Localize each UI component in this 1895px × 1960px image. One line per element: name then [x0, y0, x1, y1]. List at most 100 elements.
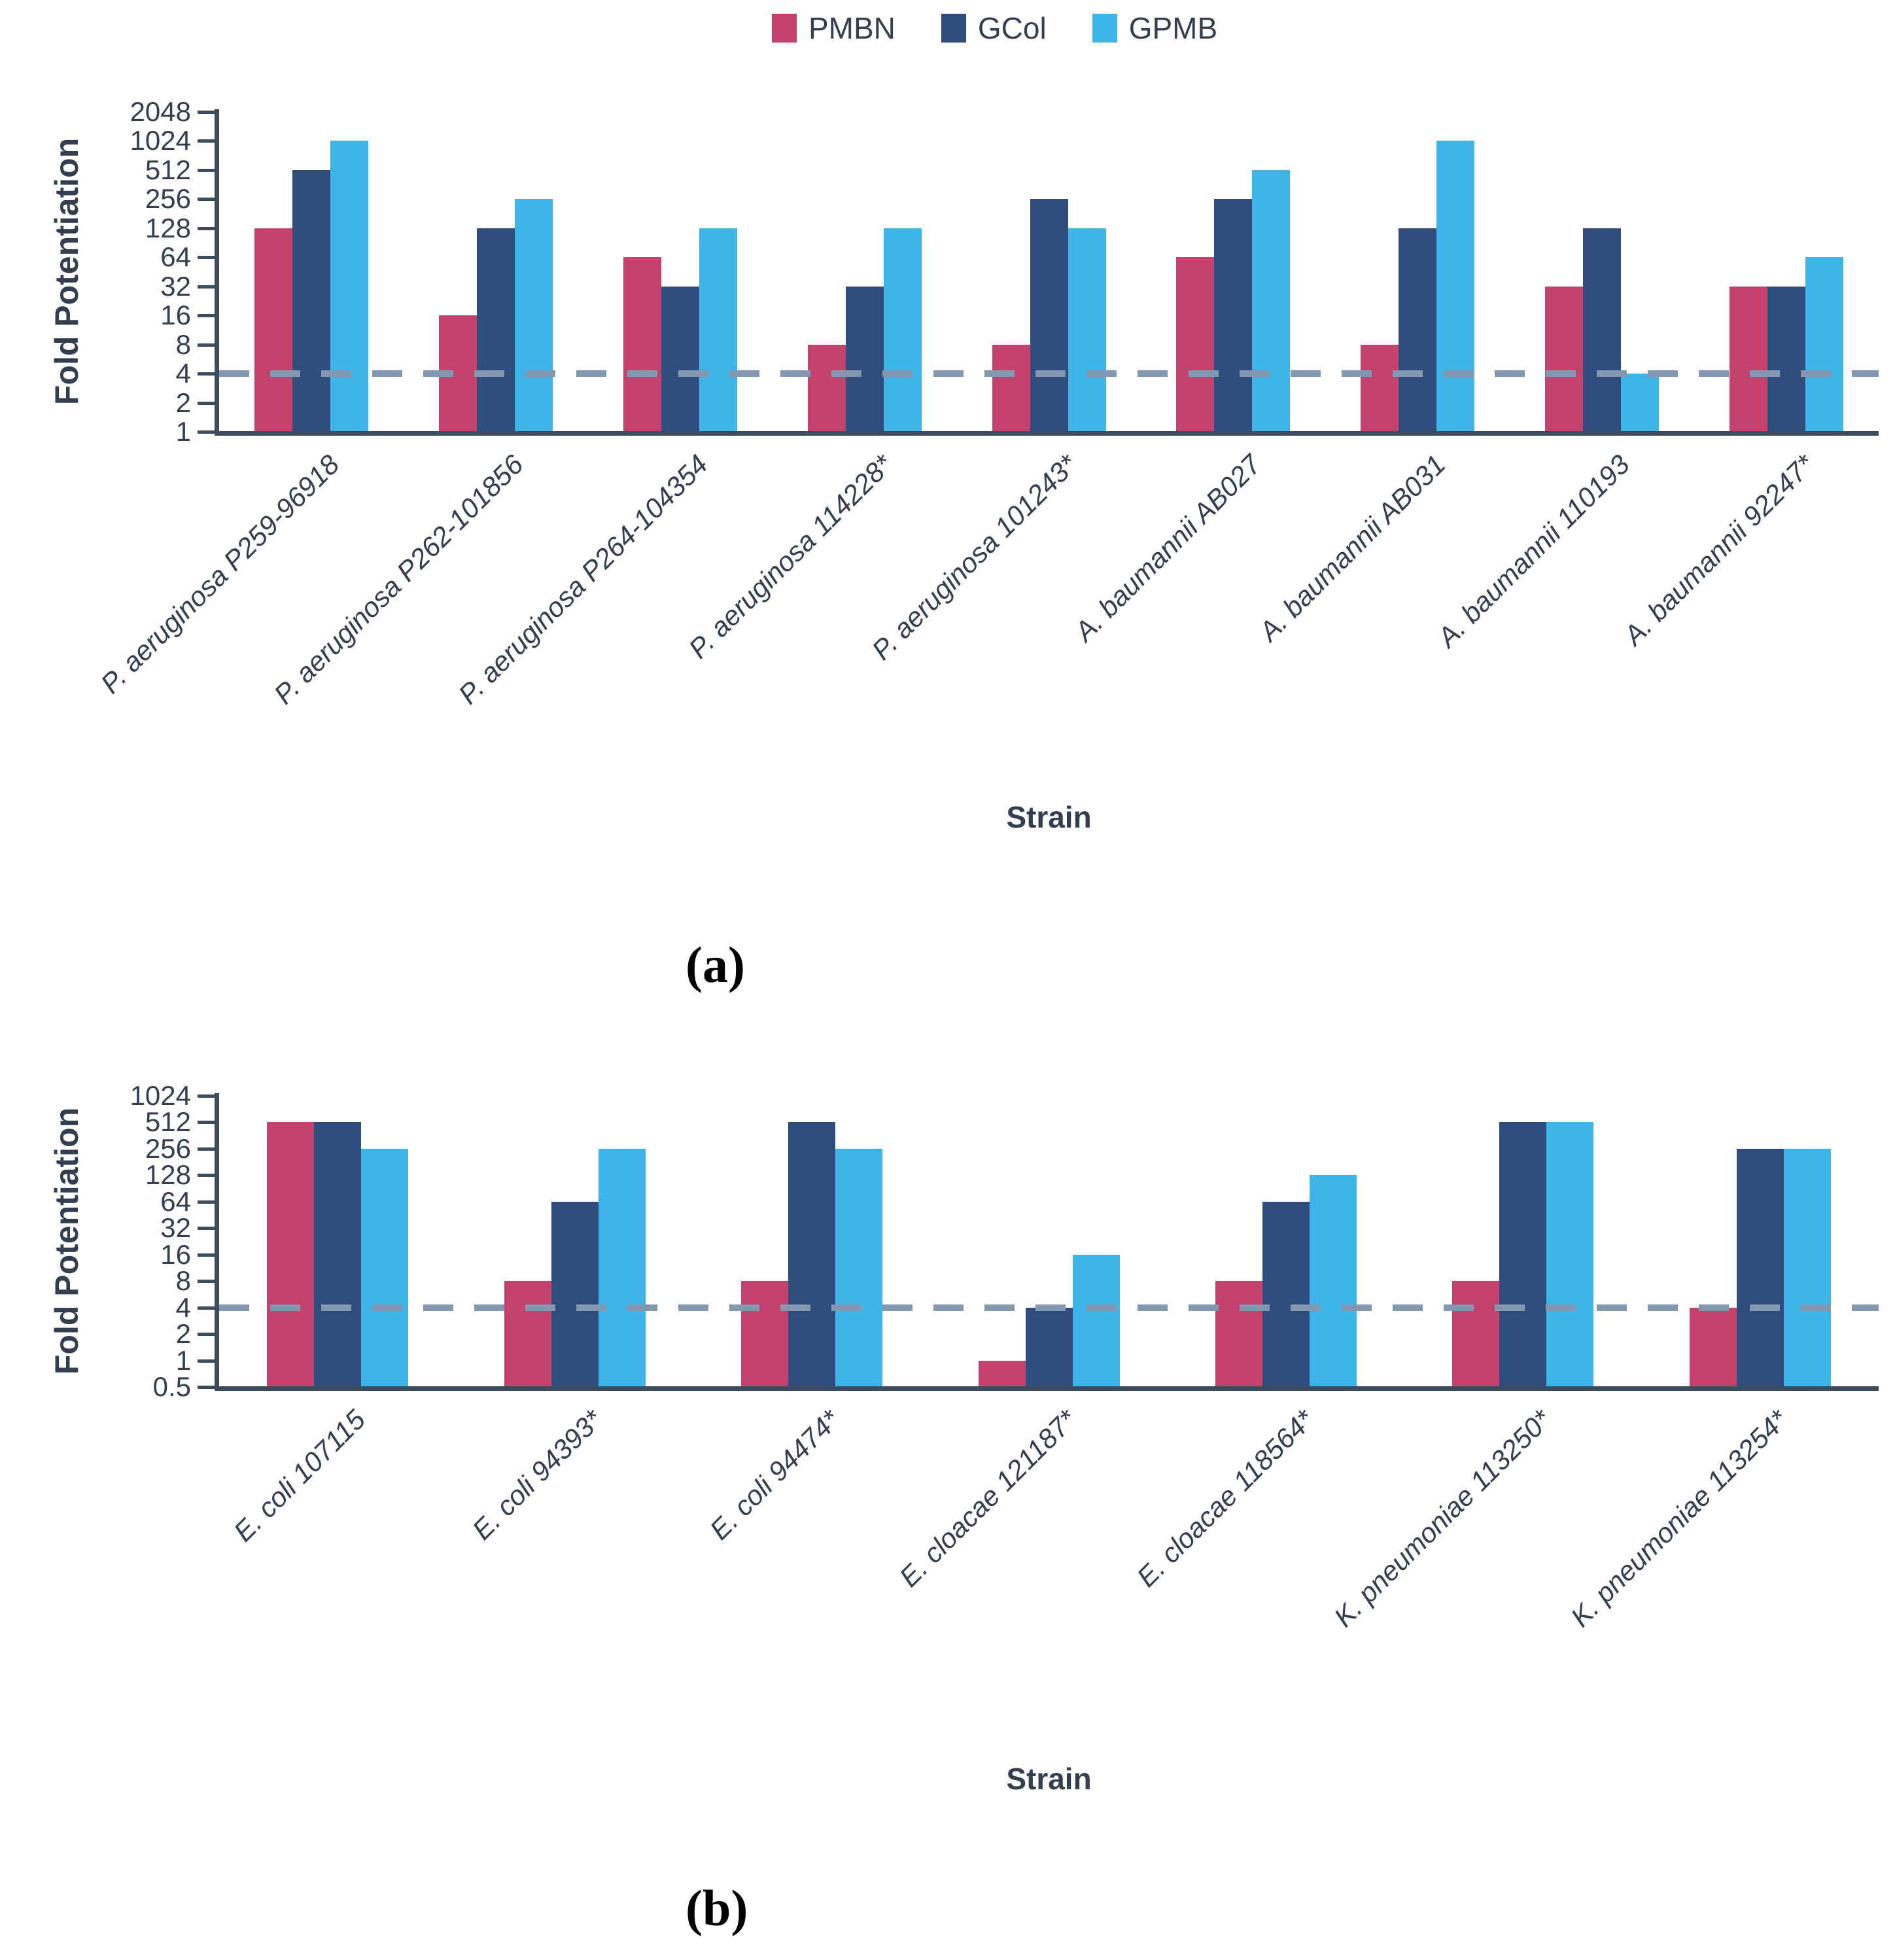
- y-tick-label: 128: [145, 1159, 191, 1190]
- bar-gcol-6: [1499, 1122, 1547, 1387]
- x-axis-title: Strain: [1006, 800, 1092, 834]
- y-tick-label: 4: [175, 1291, 191, 1323]
- bar-pmbn-1: [267, 1122, 315, 1387]
- bar-gpmb-1: [361, 1148, 409, 1387]
- y-tick-label: 2: [175, 387, 191, 418]
- y-tick-label: 64: [160, 241, 191, 272]
- y-tick-label: 256: [145, 1132, 191, 1164]
- y-tick: [198, 1280, 215, 1283]
- x-category-label: K. pneumoniae 113254*: [1565, 1404, 1794, 1633]
- y-tick: [198, 168, 215, 172]
- bar-gpmb-8: [1621, 374, 1660, 432]
- bar-gcol-6: [1214, 199, 1253, 432]
- y-axis-line: [215, 1093, 219, 1390]
- y-tick: [198, 430, 215, 434]
- bar-gpmb-5: [1068, 228, 1106, 432]
- y-tick: [198, 226, 215, 230]
- y-tick: [198, 1147, 215, 1151]
- y-axis-title: Fold Potentiation: [48, 138, 85, 406]
- y-tick: [198, 139, 215, 143]
- reference-line-4x: [219, 370, 1879, 377]
- y-tick-label: 1024: [130, 125, 191, 156]
- y-axis-title: Fold Potentiation: [48, 1108, 85, 1375]
- bar-gcol-7: [1399, 228, 1437, 432]
- bar-gcol-5: [1262, 1201, 1310, 1387]
- bar-gcol-3: [661, 286, 699, 432]
- legend-item: GCol: [941, 10, 1047, 46]
- y-tick-label: 8: [175, 328, 191, 360]
- x-category-label: E. coli 94474*: [703, 1404, 846, 1546]
- bar-gcol-4: [1025, 1307, 1073, 1387]
- y-tick-label: 512: [145, 154, 191, 185]
- y-tick-label: 32: [160, 1212, 191, 1243]
- caption-b: (b): [686, 1880, 748, 1936]
- x-category-label: A. baumannii 110193: [1431, 449, 1636, 653]
- legend-swatch-gcol: [941, 14, 966, 43]
- y-tick-label: 256: [145, 183, 191, 214]
- y-tick-label: 8: [175, 1265, 191, 1296]
- bar-gpmb-3: [699, 228, 737, 432]
- bar-gcol-2: [476, 228, 515, 432]
- legend: PMBN GCol GPMB: [772, 10, 1217, 46]
- caption-a: (a): [686, 936, 745, 993]
- bar-gcol-1: [314, 1122, 362, 1387]
- bar-gcol-1: [292, 169, 330, 432]
- y-tick: [198, 1386, 215, 1389]
- y-tick: [198, 372, 215, 376]
- bar-gcol-2: [551, 1201, 599, 1387]
- bar-gpmb-7: [1436, 141, 1475, 432]
- x-category-label: P. aeruginosa 114228*: [682, 449, 898, 665]
- bar-gcol-9: [1767, 286, 1806, 432]
- bar-gpmb-2: [514, 199, 553, 432]
- y-tick-label: 0.5: [152, 1371, 191, 1402]
- y-tick: [198, 110, 215, 114]
- y-tick: [198, 1359, 215, 1363]
- bar-gpmb-7: [1783, 1148, 1831, 1387]
- bar-pmbn-1: [254, 228, 292, 432]
- x-category-label: K. pneumoniae 113250*: [1327, 1404, 1557, 1633]
- x-axis-title: Strain: [1006, 1762, 1092, 1796]
- x-category-label: E. coli 107115: [228, 1404, 372, 1548]
- bar-pmbn-5: [992, 344, 1030, 432]
- bar-pmbn-3: [623, 257, 661, 432]
- y-tick-label: 1024: [130, 1079, 191, 1111]
- y-tick-label: 512: [145, 1106, 191, 1137]
- legend-item: PMBN: [772, 10, 895, 46]
- legend-label: PMBN: [808, 11, 895, 45]
- y-tick: [198, 1200, 215, 1204]
- bar-gpmb-5: [1309, 1175, 1357, 1387]
- bar-gpmb-2: [598, 1148, 646, 1387]
- y-tick: [198, 1174, 215, 1177]
- bar-pmbn-7: [1689, 1307, 1737, 1387]
- x-category-label: E. cloacae 121187*: [894, 1404, 1083, 1593]
- bar-pmbn-8: [1545, 286, 1584, 432]
- y-tick: [198, 285, 215, 289]
- x-category-label: A. baumannii AB031: [1253, 449, 1452, 647]
- y-tick-label: 32: [160, 270, 191, 302]
- legend-swatch-gpmb: [1092, 14, 1117, 43]
- bar-pmbn-9: [1730, 286, 1768, 432]
- x-axis-line: [215, 431, 1879, 436]
- legend-item: GPMB: [1092, 10, 1217, 46]
- bar-gpmb-4: [883, 228, 922, 432]
- x-category-label: A. baumannii 92247*: [1618, 449, 1820, 651]
- bar-gpmb-3: [835, 1148, 883, 1387]
- y-tick-label: 1: [175, 416, 191, 447]
- bar-pmbn-4: [978, 1360, 1026, 1387]
- y-tick: [198, 1306, 215, 1310]
- bar-gcol-7: [1736, 1148, 1784, 1387]
- legend-label: GCol: [977, 11, 1047, 45]
- bar-gpmb-1: [330, 141, 368, 432]
- y-tick-label: 4: [175, 358, 191, 389]
- y-tick: [198, 198, 215, 201]
- bar-gpmb-6: [1252, 169, 1291, 432]
- chart-panel-b: 1024 512 256 128 64 32 16 8 4 2 1 0.5 E. coli 107115…: [0, 1021, 1895, 1960]
- legend-label: GPMB: [1128, 11, 1218, 45]
- y-tick: [198, 1227, 215, 1230]
- bar-gcol-4: [845, 286, 884, 432]
- bar-pmbn-6: [1452, 1281, 1500, 1387]
- bar-gcol-5: [1030, 199, 1068, 432]
- x-category-label: A. baumannii AB027: [1068, 449, 1267, 647]
- y-tick: [198, 1333, 215, 1336]
- y-tick-label: 16: [160, 300, 191, 330]
